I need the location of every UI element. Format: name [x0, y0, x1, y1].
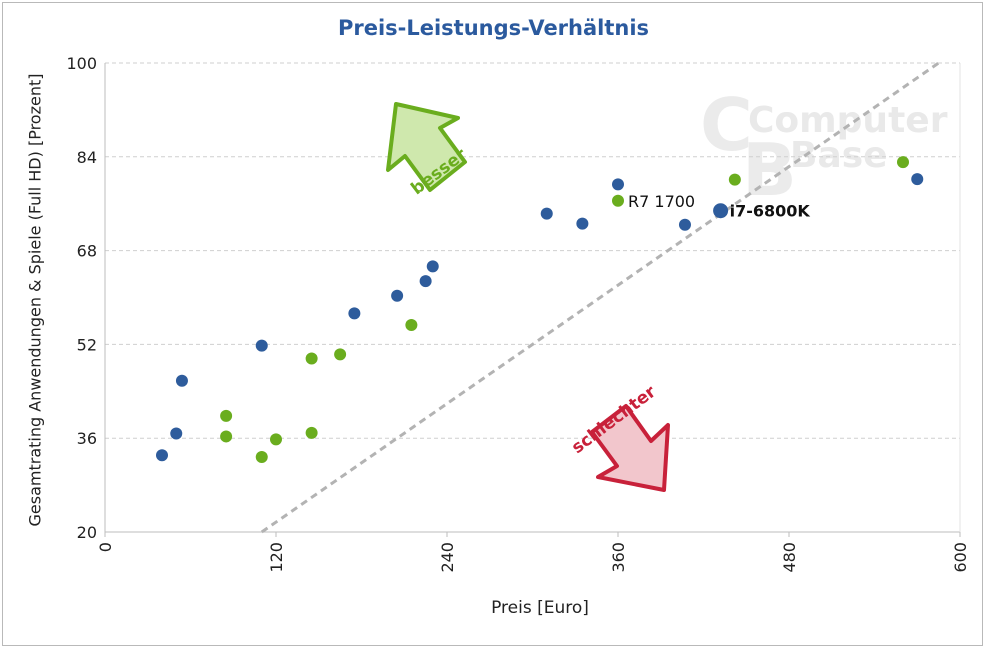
labeled-point-1	[713, 203, 729, 219]
data-point-green-1	[220, 430, 233, 443]
x-axis-label: Preis [Euro]	[491, 598, 589, 618]
break-even-line	[260, 61, 940, 534]
data-point-green-8	[728, 173, 741, 186]
point-label-0: R7 1700	[628, 192, 695, 211]
x-tick-label-600: 600	[951, 542, 970, 573]
data-point-green-0	[220, 409, 233, 422]
data-points	[156, 156, 924, 463]
watermark-logo: C Computer B Base	[700, 83, 948, 212]
y-tick-label-84: 84	[77, 148, 97, 167]
y-tick-label-20: 20	[77, 523, 97, 542]
y-tick-label-100: 100	[66, 54, 97, 73]
data-point-green-7	[405, 319, 418, 332]
data-point-green-3	[270, 433, 282, 446]
labeled-point-0	[612, 194, 624, 207]
watermark-line1: Computer	[748, 100, 948, 141]
data-point-blue-12	[911, 173, 924, 186]
better-arrow: besser	[386, 102, 471, 199]
worse-arrow: schlechter	[568, 382, 670, 492]
data-point-blue-7	[426, 260, 439, 273]
worse-arrow-shape	[590, 404, 670, 492]
x-tick-label-360: 360	[609, 542, 628, 573]
axes: 20 36 52 68 84 100 0 120 240 360 480 600	[66, 54, 970, 573]
data-point-green-4	[305, 352, 318, 365]
y-tick-label-52: 52	[77, 335, 97, 354]
data-point-blue-5	[391, 289, 404, 302]
x-tick-label-0: 0	[96, 542, 115, 552]
x-tick-label-240: 240	[438, 542, 457, 573]
data-point-blue-0	[156, 449, 168, 462]
data-point-blue-4	[348, 307, 361, 320]
x-tick-label-120: 120	[267, 542, 286, 573]
svg-text:C: C	[700, 83, 753, 167]
data-point-green-9	[897, 156, 909, 169]
data-point-blue-1	[170, 427, 183, 440]
data-point-blue-10	[612, 178, 624, 191]
data-point-blue-6	[419, 275, 432, 288]
data-point-blue-8	[540, 207, 553, 220]
direction-arrows: besser schlechter	[386, 102, 670, 492]
svg-text:B: B	[742, 128, 797, 212]
data-point-blue-11	[678, 218, 691, 231]
data-point-blue-9	[576, 217, 589, 230]
better-arrow-shape	[386, 102, 467, 192]
y-tick-label-68: 68	[77, 242, 97, 261]
point-label-1: i7-6800K	[730, 202, 811, 221]
data-point-blue-3	[255, 339, 268, 352]
data-point-green-2	[255, 450, 268, 463]
point-labels: R7 1700 i7-6800K	[628, 192, 810, 221]
data-point-green-5	[305, 426, 318, 439]
data-point-green-6	[334, 348, 347, 361]
diagonal-line	[260, 61, 940, 534]
y-tick-label-36: 36	[77, 429, 97, 448]
chart-title: Preis-Leistungs-Verhältnis	[337, 16, 650, 40]
x-tick-label-480: 480	[780, 542, 799, 573]
data-point-blue-2	[175, 374, 188, 387]
